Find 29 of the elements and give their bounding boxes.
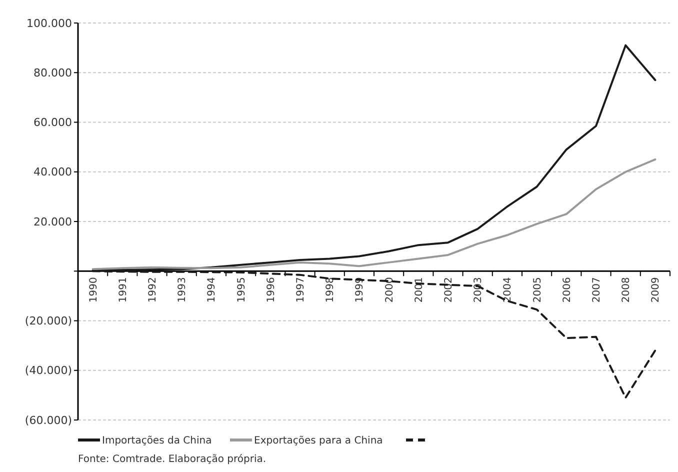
x-tick-label: 2009 [650,277,662,303]
x-tick-label: 1994 [206,277,218,303]
legend-label: Exportações para a China [254,436,383,446]
y-tick-label: 60.000 [34,116,72,130]
x-tick-label: 2006 [562,277,573,303]
x-tick-label: 2008 [621,277,632,303]
x-tick-label: 1992 [148,277,158,303]
x-tick-label: 2005 [532,277,544,303]
y-tick-label: (20.000) [24,314,72,328]
x-tick-label: 1995 [236,277,248,303]
x-tick-label: 2000 [384,277,396,303]
y-tick-label: (40.000) [24,364,72,378]
x-tick-label: 1997 [296,277,306,303]
y-tick-label: (60.000) [24,414,72,427]
x-tick-label: 1998 [325,277,336,303]
x-tick-label: 2003 [473,277,484,303]
y-tick-label: 40.000 [34,166,72,179]
x-tick-label: 2007 [592,277,602,303]
source-note: Fonte: Comtrade. Elaboração própria. [78,454,266,465]
x-tick-label: 1990 [88,277,100,303]
x-tick-label: 1993 [177,277,188,303]
legend-label: Importações da China [102,436,212,446]
x-tick-label: 2001 [414,277,425,303]
y-tick-label: 20.000 [34,215,72,228]
x-tick-label: 1991 [118,277,129,303]
x-tick-label: 2002 [444,277,454,303]
y-tick-label: 80.000 [34,66,72,80]
y-tick-label: 100.000 [26,16,72,30]
x-tick-label: 1996 [266,277,277,303]
